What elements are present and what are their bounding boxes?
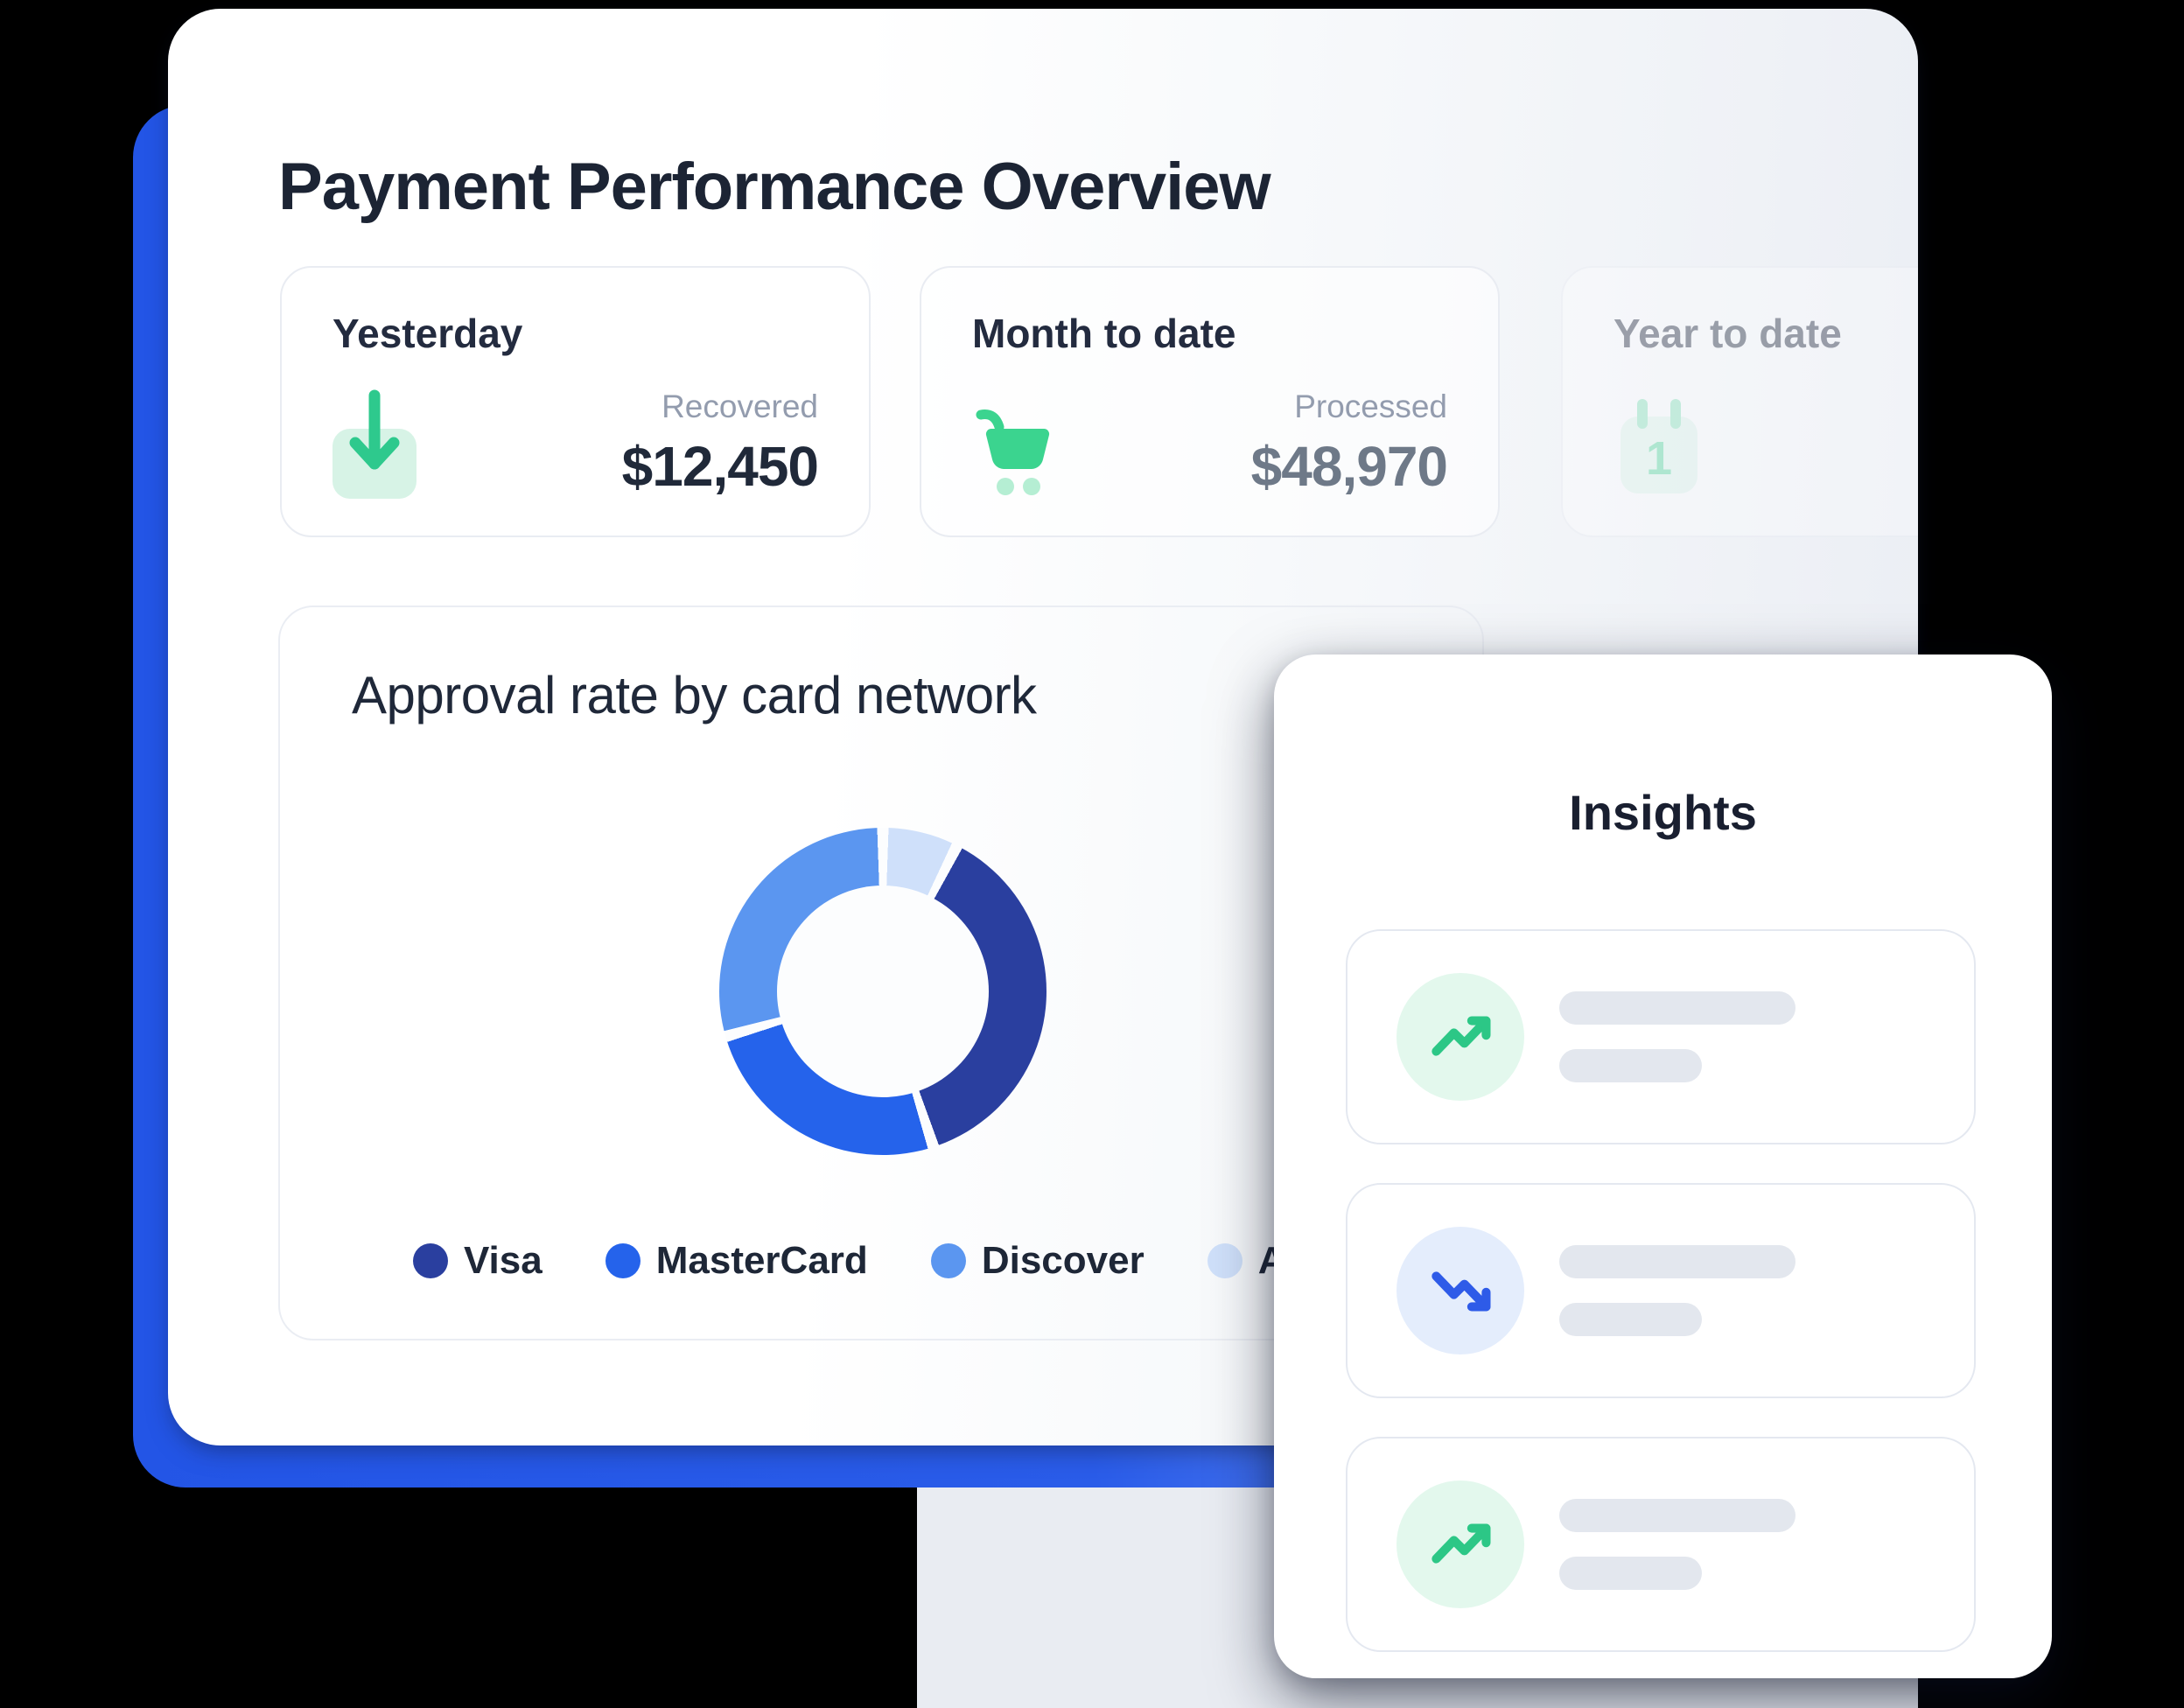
- metric-label: Recovered: [662, 388, 818, 424]
- mastercard-dot-icon: [605, 1243, 640, 1278]
- metric-label: Processed: [1294, 388, 1447, 424]
- insight-item-3[interactable]: [1346, 1437, 1976, 1652]
- stat-card-year-to-date[interactable]: Year to date 1 Approved +1.9%: [1561, 266, 1918, 537]
- insight-placeholder-text: [1559, 1499, 1796, 1590]
- chart-legend: Visa MasterCard Discover Amex: [413, 1239, 1363, 1283]
- calendar-icon: 1: [1620, 399, 1698, 494]
- legend-item-discover[interactable]: Discover: [930, 1239, 1144, 1283]
- stat-card-yesterday[interactable]: Yesterday Recovered $12,450: [280, 266, 871, 537]
- shopping-cart-icon: [976, 410, 1050, 495]
- trending-down-icon: [1396, 1227, 1524, 1354]
- stat-card-label: Year to date: [1614, 311, 1842, 356]
- legend-item-mastercard[interactable]: MasterCard: [605, 1239, 868, 1283]
- stat-card-label: Yesterday: [332, 311, 523, 356]
- donut-hole: [777, 886, 989, 1097]
- insights-panel: Insights: [1274, 654, 2052, 1678]
- download-arrow-icon: [332, 387, 416, 499]
- metric-value: $48,970: [1250, 435, 1448, 498]
- insights-title: Insights: [1569, 785, 1757, 840]
- chart-title: Approval rate by card network: [352, 666, 1037, 724]
- stat-card-label: Month to date: [972, 311, 1236, 356]
- insight-placeholder-text: [1559, 1245, 1796, 1336]
- stat-card-month-to-date[interactable]: Month to date Processed $48,970: [920, 266, 1500, 537]
- discover-dot-icon: [930, 1243, 966, 1278]
- insight-item-2[interactable]: [1346, 1183, 1976, 1398]
- visa-dot-icon: [413, 1243, 448, 1278]
- trending-up-icon: [1396, 1480, 1524, 1608]
- insight-placeholder-text: [1559, 991, 1796, 1082]
- legend-item-visa[interactable]: Visa: [413, 1239, 542, 1283]
- amex-dot-icon: [1207, 1243, 1242, 1278]
- trending-up-icon: [1396, 973, 1524, 1101]
- insight-item-1[interactable]: [1346, 929, 1976, 1144]
- svg-text:1: 1: [1646, 432, 1672, 485]
- metric-value: $12,450: [621, 435, 819, 498]
- page-title: Payment Performance Overview: [278, 150, 1271, 224]
